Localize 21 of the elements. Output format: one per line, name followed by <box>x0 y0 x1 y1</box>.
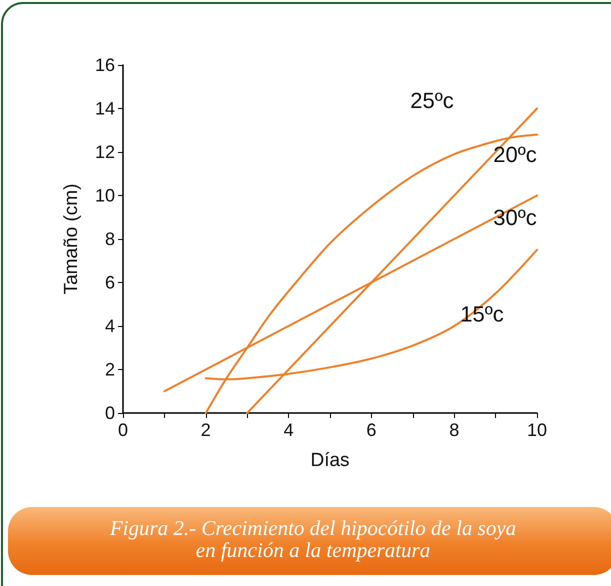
y-tick-label: 12 <box>94 142 115 162</box>
x-tick-label: 10 <box>526 420 548 440</box>
x-tick-label: 0 <box>118 420 128 440</box>
y-tick-label: 16 <box>94 55 115 75</box>
x-tick-label: 6 <box>366 420 376 440</box>
text: Figura 2.- Crecimiento del hipocótilo de la soya en función a la temperatura <box>108 516 518 562</box>
x-tick-label: 2 <box>200 420 211 440</box>
y-tick-label: 14 <box>94 98 115 118</box>
y-axis-title: Tamaño (cm) <box>61 184 82 294</box>
x-axis-title: Días <box>310 450 350 471</box>
series-label: 25ºc <box>410 88 454 114</box>
y-tick-label: 10 <box>94 186 115 206</box>
y-tick-label: 0 <box>104 403 115 423</box>
x-tick-label: 4 <box>284 420 294 440</box>
y-tick-label: 6 <box>104 272 115 292</box>
y-tick-label: 8 <box>104 229 115 249</box>
y-tick-label: 4 <box>104 316 115 336</box>
x-tick-label: 8 <box>449 420 460 440</box>
series-label: 30ºc <box>493 205 537 230</box>
y-tick-label: 2 <box>104 360 115 380</box>
series-label: 20ºc <box>493 142 537 167</box>
